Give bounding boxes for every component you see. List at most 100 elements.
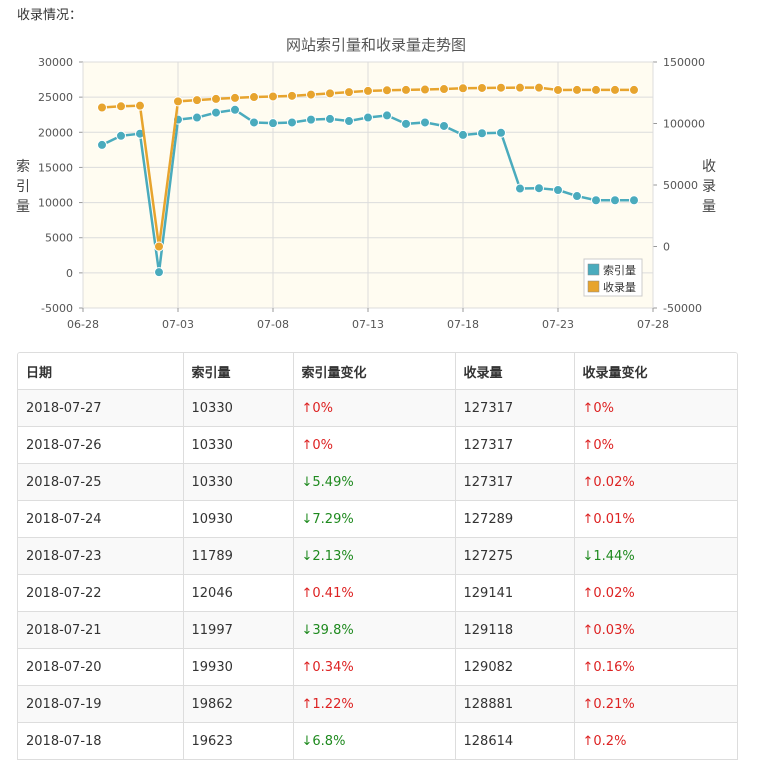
y-right-tick-label: -50000 xyxy=(663,302,702,315)
table-row: 2018-07-24 10930 ↓7.29% 127289 ↑0.01% xyxy=(18,500,737,538)
cell-index-change: ↓5.49% xyxy=(293,463,456,501)
legend-label-1: 收录量 xyxy=(603,280,636,294)
data-point-1 xyxy=(230,92,240,103)
y-right-tick-label: 100000 xyxy=(663,118,705,131)
cell-index: 10330 xyxy=(183,426,294,464)
data-point-0 xyxy=(306,114,316,125)
cell-index-change: ↑0% xyxy=(293,426,456,464)
data-point-0 xyxy=(344,116,354,127)
table-row: 2018-07-22 12046 ↑0.41% 129141 ↑0.02% xyxy=(18,574,737,612)
data-point-0 xyxy=(154,267,164,278)
cell-index: 10330 xyxy=(183,463,294,501)
y-left-axis-title: 索引量 xyxy=(16,158,30,215)
data-point-0 xyxy=(515,183,525,194)
cell-indexed: 127275 xyxy=(455,537,575,575)
data-point-1 xyxy=(515,82,525,93)
data-point-0 xyxy=(97,139,107,150)
cell-date: 2018-07-22 xyxy=(18,574,184,612)
data-point-0 xyxy=(629,195,639,206)
data-point-0 xyxy=(610,195,620,206)
header-date[interactable]: 日期 xyxy=(18,353,184,390)
trend-chart: 网站索引量和收录量走势图 30000 25000 20000 15000 10000 500… xyxy=(16,36,716,331)
table-row: 2018-07-19 19862 ↑1.22% 128881 ↑0.21% xyxy=(18,685,737,723)
x-tick-label: 07-23 xyxy=(542,318,574,331)
cell-date: 2018-07-26 xyxy=(18,426,184,464)
cell-index: 19623 xyxy=(183,722,294,760)
cell-indexed-change: ↑0.03% xyxy=(574,611,737,649)
table-header-row: 日期 索引量 索引量变化 收录量 收录量变化 xyxy=(18,353,737,390)
section-label: 收录情况： xyxy=(17,8,83,23)
cell-indexed-change: ↑0.02% xyxy=(574,463,737,501)
cell-indexed-change: ↑0.21% xyxy=(574,685,737,723)
data-point-0 xyxy=(192,112,202,123)
data-point-1 xyxy=(173,96,183,107)
data-point-0 xyxy=(477,128,487,139)
x-tick-label: 07-08 xyxy=(257,318,289,331)
y-left-tick-label: 30000 xyxy=(38,56,73,69)
data-point-1 xyxy=(401,84,411,95)
y-right-tick-label: 0 xyxy=(663,241,670,254)
cell-index: 19862 xyxy=(183,685,294,723)
cell-index-change: ↑1.22% xyxy=(293,685,456,723)
data-point-1 xyxy=(249,92,259,103)
data-point-1 xyxy=(553,84,563,95)
x-tick-label: 07-18 xyxy=(447,318,479,331)
header-indexed-change[interactable]: 收录量变化 xyxy=(574,353,737,390)
cell-index-change: ↑0.41% xyxy=(293,574,456,612)
header-index[interactable]: 索引量 xyxy=(183,353,294,390)
data-point-1 xyxy=(439,84,449,95)
y-right-tick-label: 50000 xyxy=(663,179,698,192)
data-point-1 xyxy=(629,84,639,95)
cell-date: 2018-07-23 xyxy=(18,537,184,575)
cell-indexed: 127317 xyxy=(455,389,575,427)
table-row: 2018-07-21 11997 ↓39.8% 129118 ↑0.03% xyxy=(18,611,737,649)
cell-indexed-change: ↑0.16% xyxy=(574,648,737,686)
cell-indexed: 127289 xyxy=(455,500,575,538)
data-point-1 xyxy=(591,84,601,95)
data-point-0 xyxy=(382,110,392,121)
data-point-0 xyxy=(287,117,297,128)
data-point-1 xyxy=(135,100,145,111)
cell-index: 12046 xyxy=(183,574,294,612)
header-index-change[interactable]: 索引量变化 xyxy=(293,353,456,390)
data-point-1 xyxy=(97,102,107,113)
cell-indexed-change: ↑0% xyxy=(574,389,737,427)
data-point-0 xyxy=(116,130,126,141)
data-point-0 xyxy=(268,118,278,129)
header-indexed[interactable]: 收录量 xyxy=(455,353,575,390)
data-point-1 xyxy=(496,82,506,93)
data-point-0 xyxy=(458,129,468,140)
cell-index-change: ↑0% xyxy=(293,389,456,427)
data-point-0 xyxy=(534,183,544,194)
table-row: 2018-07-20 19930 ↑0.34% 129082 ↑0.16% xyxy=(18,648,737,686)
cell-date: 2018-07-18 xyxy=(18,722,184,760)
cell-indexed: 128614 xyxy=(455,722,575,760)
data-point-0 xyxy=(591,195,601,206)
y-right-axis-title: 收录量 xyxy=(702,159,716,215)
legend-label-0: 索引量 xyxy=(603,263,636,277)
cell-index-change: ↑0.34% xyxy=(293,648,456,686)
cell-date: 2018-07-24 xyxy=(18,500,184,538)
cell-indexed: 129082 xyxy=(455,648,575,686)
y-left-tick-label: 0 xyxy=(66,267,73,280)
data-point-1 xyxy=(610,84,620,95)
x-tick-label: 07-28 xyxy=(637,318,669,331)
x-tick-label: 06-28 xyxy=(67,318,99,331)
data-point-1 xyxy=(382,85,392,96)
cell-indexed-change: ↑0.02% xyxy=(574,574,737,612)
data-point-1 xyxy=(363,85,373,96)
cell-index: 11997 xyxy=(183,611,294,649)
data-point-0 xyxy=(249,117,259,128)
cell-date: 2018-07-27 xyxy=(18,389,184,427)
cell-date: 2018-07-20 xyxy=(18,648,184,686)
data-point-1 xyxy=(287,90,297,101)
y-left-tick-label: -5000 xyxy=(41,302,73,315)
data-point-0 xyxy=(230,104,240,115)
data-point-1 xyxy=(116,101,126,112)
cell-indexed: 129141 xyxy=(455,574,575,612)
legend-swatch-0 xyxy=(587,263,600,276)
data-point-1 xyxy=(458,83,468,94)
cell-index: 19930 xyxy=(183,648,294,686)
cell-index: 10930 xyxy=(183,500,294,538)
